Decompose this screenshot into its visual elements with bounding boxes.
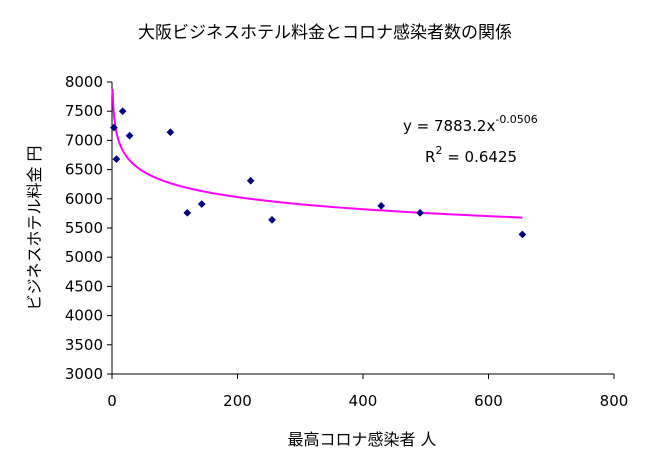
- chart-title: 大阪ビジネスホテル料金とコロナ感染者数の関係: [138, 23, 512, 43]
- data-point: [416, 208, 425, 217]
- y-tick-label: 6000: [65, 190, 103, 208]
- y-tick-label: 8000: [65, 73, 103, 91]
- x-tick-label: 200: [223, 392, 252, 410]
- x-tick-label: 600: [474, 392, 503, 410]
- y-tick-label: 4500: [65, 277, 103, 295]
- svg-text:R2 = 0.6425: R2 = 0.6425: [425, 144, 517, 166]
- x-tick-label: 800: [600, 392, 629, 410]
- trend-equation: y = 7883.2x-0.0506: [403, 113, 538, 135]
- r-squared-superscript: 2: [435, 144, 442, 157]
- trend-r-squared: R2 = 0.6425: [425, 144, 517, 166]
- power-trendline: [111, 88, 523, 219]
- r-squared-label: R: [425, 148, 435, 166]
- y-tick-label: 6500: [65, 161, 103, 179]
- data-point: [377, 201, 386, 210]
- data-point: [112, 155, 121, 164]
- y-tick-label: 5500: [65, 219, 103, 237]
- trend-equation-text: y = 7883.2x: [403, 117, 495, 135]
- axes: 3000350040004500500055006000650070007500…: [65, 73, 629, 410]
- trend-equation-exponent: -0.0506: [495, 113, 537, 126]
- r-squared-value: = 0.6425: [442, 148, 517, 166]
- data-point: [109, 123, 118, 132]
- y-axis-label: ビジネスホテル料金 円: [25, 145, 44, 310]
- data-point: [246, 176, 255, 185]
- y-tick-label: 7500: [65, 102, 103, 120]
- y-tick-label: 5000: [65, 248, 103, 266]
- y-tick-label: 3000: [65, 365, 103, 383]
- data-points: [109, 107, 527, 239]
- x-tick-label: 0: [107, 392, 117, 410]
- data-point: [518, 230, 527, 239]
- data-point: [183, 208, 192, 217]
- y-tick-label: 7000: [65, 131, 103, 149]
- y-tick-label: 4000: [65, 307, 103, 325]
- x-axis-label: 最高コロナ感染者 人: [287, 430, 436, 449]
- y-tick-label: 3500: [65, 336, 103, 354]
- data-point: [118, 107, 127, 116]
- data-point: [268, 215, 276, 224]
- svg-text:y = 7883.2x-0.0506: y = 7883.2x-0.0506: [403, 113, 538, 135]
- data-point: [125, 131, 134, 140]
- data-point: [197, 200, 206, 209]
- x-tick-label: 400: [349, 392, 378, 410]
- trendline-layer: [111, 88, 523, 219]
- data-point: [166, 128, 175, 137]
